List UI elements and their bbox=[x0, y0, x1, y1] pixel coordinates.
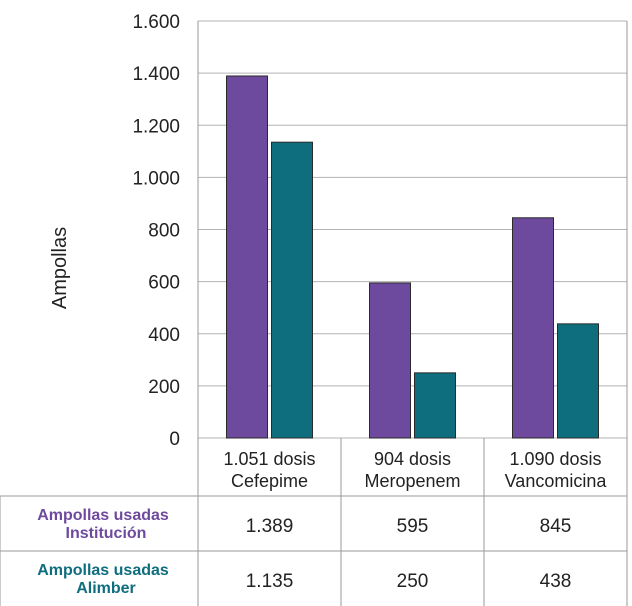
y-tick-label: 1.400 bbox=[132, 64, 180, 85]
y-tick-label: 1.000 bbox=[132, 168, 180, 189]
category-label-line1: 1.090 dosis bbox=[509, 449, 601, 469]
bar bbox=[512, 217, 554, 439]
data-label: 1.135 bbox=[246, 571, 294, 592]
legend-label-line2: Alimber bbox=[76, 580, 136, 597]
y-tick-label: 400 bbox=[148, 325, 180, 346]
category-label-line2: Vancomicina bbox=[505, 471, 608, 491]
legend-label-line1: Ampollas usadas bbox=[37, 507, 169, 524]
y-tick-label: 200 bbox=[148, 377, 180, 398]
data-label: 595 bbox=[397, 516, 429, 537]
y-tick-label: 1.600 bbox=[132, 12, 180, 33]
bar bbox=[414, 372, 456, 439]
y-tick-label: 0 bbox=[169, 429, 180, 450]
category-label-line2: Cefepime bbox=[231, 471, 308, 491]
bar bbox=[226, 75, 268, 439]
data-label: 1.389 bbox=[246, 516, 294, 537]
category-label-line1: 1.051 dosis bbox=[223, 449, 315, 469]
y-axis-label: Ampollas bbox=[49, 227, 71, 309]
plot-frame bbox=[197, 21, 628, 606]
y-tick-label: 800 bbox=[148, 221, 180, 242]
bar bbox=[557, 323, 599, 439]
category-label-line2: Meropenem bbox=[364, 471, 460, 491]
category-label-line1: 904 dosis bbox=[374, 449, 451, 469]
legend-label-line2: Institución bbox=[66, 525, 147, 542]
y-ticks: 0 200 400 600 800 1.000 1.200 1.400 1.600 bbox=[132, 12, 180, 450]
data-label: 250 bbox=[397, 571, 429, 592]
y-tick-label: 600 bbox=[148, 273, 180, 294]
bar bbox=[271, 141, 313, 439]
data-label: 438 bbox=[540, 571, 572, 592]
bars bbox=[226, 75, 599, 439]
y-tick-label: 1.200 bbox=[132, 116, 180, 137]
legend-label-line1: Ampollas usadas bbox=[37, 562, 169, 579]
gridlines bbox=[198, 20, 627, 439]
bar bbox=[369, 282, 411, 439]
data-label: 845 bbox=[540, 516, 572, 537]
